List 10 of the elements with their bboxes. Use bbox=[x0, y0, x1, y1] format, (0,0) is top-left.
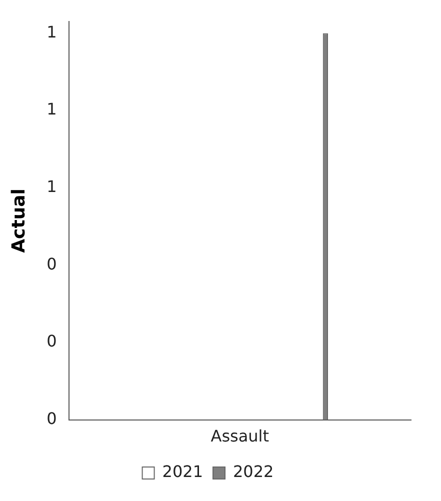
legend-label: 2022 bbox=[233, 462, 274, 482]
x-tick-label: Assault bbox=[210, 426, 270, 446]
y-tick-label: 0 bbox=[46, 408, 57, 428]
legend-label: 2021 bbox=[162, 462, 203, 482]
y-tick-label: 1 bbox=[46, 176, 57, 196]
y-tick-label: 0 bbox=[46, 332, 57, 351]
y-axis-title: Actual bbox=[8, 188, 30, 253]
y-tick-label: 0 bbox=[46, 254, 57, 274]
y-tick-label: 1 bbox=[46, 22, 57, 42]
y-tick-label: 1 bbox=[46, 100, 57, 119]
